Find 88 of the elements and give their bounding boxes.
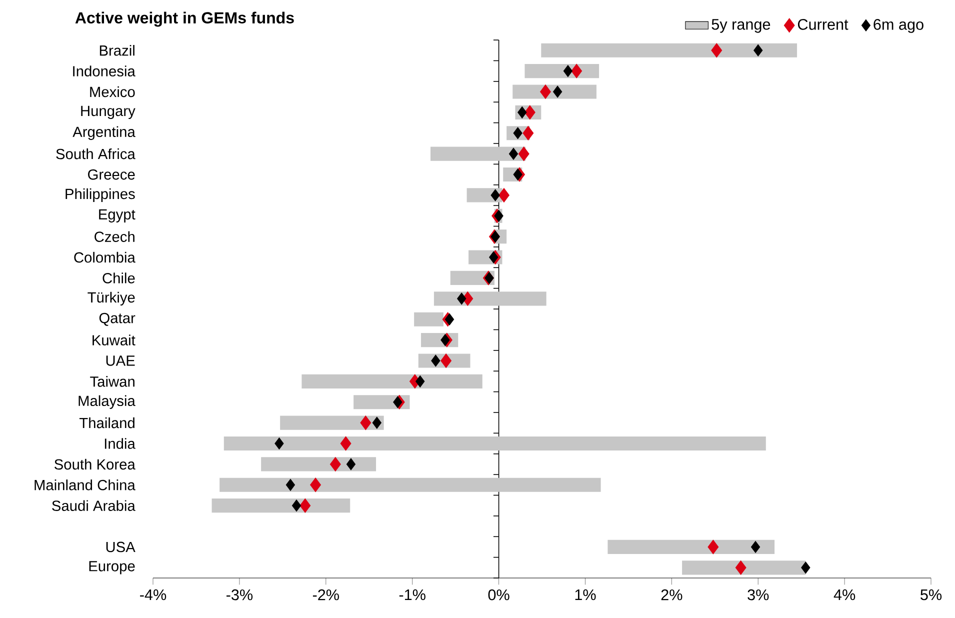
y-tick-label: Qatar [99, 312, 136, 326]
y-tick-label: India [104, 438, 136, 449]
bar [261, 457, 376, 472]
bar [220, 478, 601, 492]
y-tick-label: Philippines [66, 188, 135, 202]
bar [430, 146, 526, 161]
point [508, 148, 518, 160]
y-tick-label: Egypt [99, 209, 136, 222]
chart-title: Active weight in GEMs funds [75, 12, 294, 27]
point [292, 500, 302, 512]
bar [541, 43, 798, 58]
x-tick-label: -1% [399, 589, 426, 600]
point [711, 43, 722, 58]
point [431, 354, 440, 367]
x-tick-label: -4% [140, 589, 166, 600]
point [801, 562, 810, 574]
point [440, 334, 450, 346]
point [750, 540, 760, 553]
point [498, 188, 510, 202]
x-tick-label: 0% [488, 589, 510, 600]
y-tick-label: Mainland China [34, 480, 136, 490]
bar [414, 312, 444, 326]
point [286, 478, 296, 491]
point [563, 65, 573, 78]
point [340, 436, 352, 451]
y-tick-label: Kuwait [92, 334, 136, 346]
y-tick-label: Chile [102, 272, 135, 284]
bar [608, 540, 775, 554]
x-tick-label: 4% [834, 589, 856, 600]
bar [682, 560, 806, 575]
point [416, 375, 425, 388]
y-tick-label: Colombia [74, 252, 136, 263]
y-tick-label: Thailand [79, 417, 134, 428]
y-tick-label: Argentina [72, 126, 136, 140]
y-tick-label: Brazil [100, 44, 134, 56]
y-tick-label: Türkiye [88, 292, 135, 306]
y-tick-label: Europe [89, 561, 135, 574]
bar [224, 436, 766, 451]
point [393, 396, 402, 408]
x-tick-label: 3% [748, 589, 769, 600]
y-tick-label: Indonesia [73, 66, 136, 76]
x-tick-label: 2% [661, 589, 682, 600]
y-tick-label: Greece [88, 169, 135, 180]
point [440, 354, 452, 368]
y-tick-label: Taiwan [90, 376, 134, 387]
legend-label: Current [798, 19, 848, 30]
bar [434, 292, 546, 306]
point [490, 189, 500, 202]
point [489, 251, 498, 264]
point [346, 458, 356, 470]
y-tick-label: Czech [94, 231, 134, 242]
y-tick-label: Hungary [81, 106, 136, 119]
x-tick-label: 5% [920, 589, 942, 600]
bar [280, 416, 384, 430]
point [552, 86, 562, 98]
point [540, 84, 551, 99]
y-tick-label: Mexico [90, 86, 135, 98]
x-tick-label: -3% [226, 589, 253, 600]
point [444, 313, 454, 326]
bar [212, 498, 350, 513]
point [524, 105, 536, 120]
point [513, 168, 522, 181]
y-tick-label: South Africa [56, 148, 136, 160]
point [571, 64, 582, 78]
point [372, 416, 382, 429]
legend-label: 5y range [712, 19, 770, 33]
point [518, 146, 530, 162]
point [274, 438, 284, 450]
point [300, 498, 311, 513]
point [518, 106, 527, 118]
point [310, 478, 321, 492]
point [708, 540, 719, 554]
y-tick-label: South Korea [54, 458, 136, 470]
point [522, 126, 534, 140]
point [330, 456, 341, 472]
point [513, 127, 522, 140]
point [754, 44, 763, 56]
y-tick-label: USA [106, 542, 136, 552]
y-tick-label: UAE [106, 356, 135, 366]
legend-label: 6m ago [874, 19, 924, 33]
bar [302, 374, 482, 388]
y-tick-label: Malaysia [78, 395, 136, 409]
y-tick-label: Saudi Arabia [52, 500, 136, 511]
point [735, 560, 746, 575]
point [457, 292, 466, 305]
x-tick-label: -2% [312, 589, 339, 600]
point [360, 416, 372, 430]
x-tick-label: 1% [575, 589, 596, 600]
